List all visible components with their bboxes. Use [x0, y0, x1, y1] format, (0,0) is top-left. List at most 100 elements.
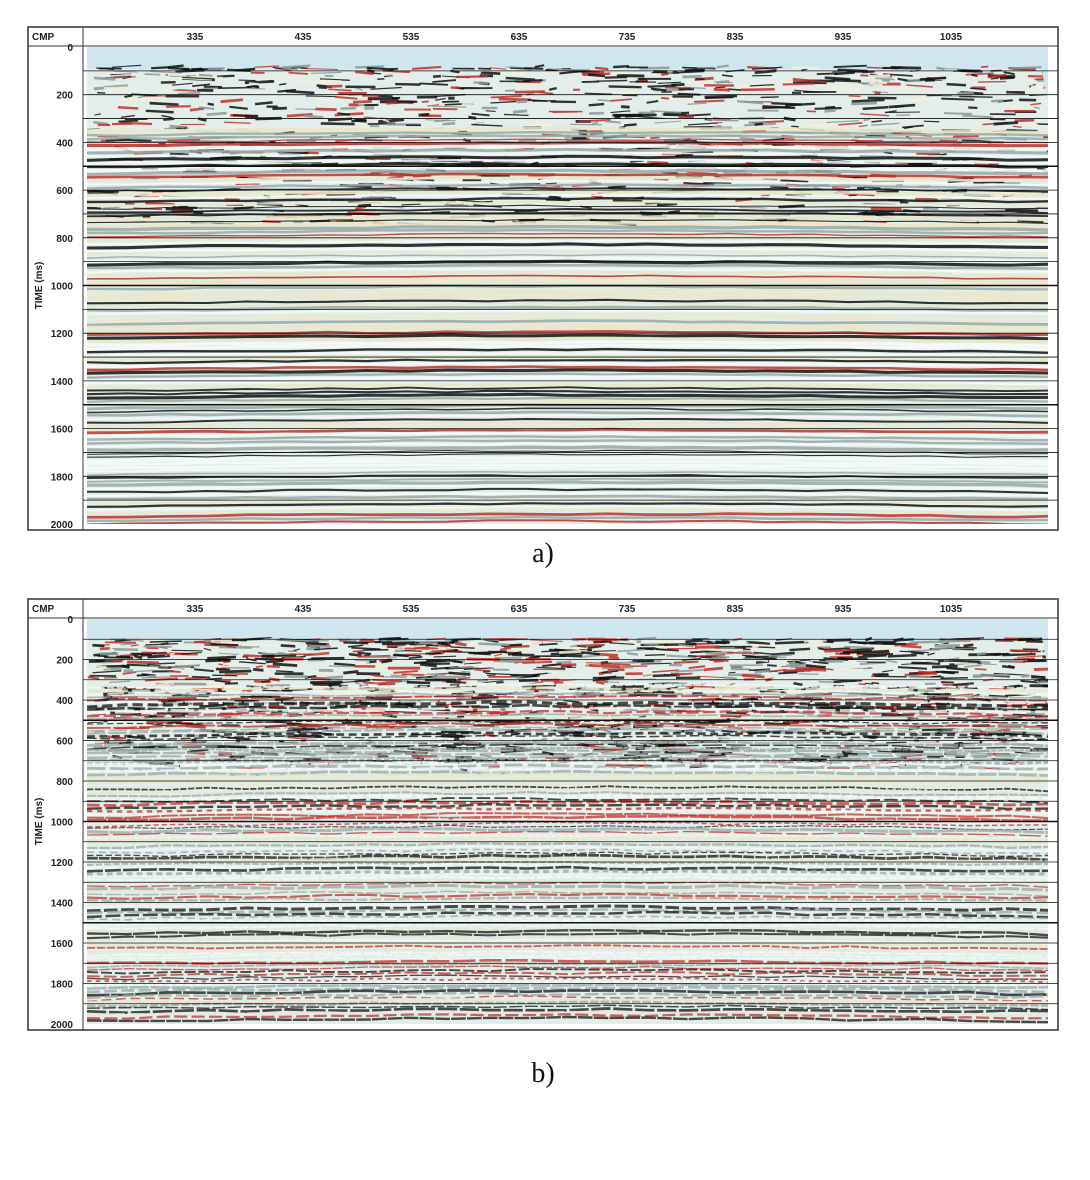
texture	[539, 642, 558, 646]
texture	[87, 910, 1048, 919]
texture	[382, 118, 390, 123]
texture	[647, 160, 669, 165]
texture	[715, 640, 730, 644]
texture	[954, 662, 978, 666]
texture	[840, 651, 860, 655]
texture	[620, 105, 630, 109]
texture	[595, 680, 605, 685]
texture	[833, 64, 867, 68]
texture	[726, 120, 752, 124]
texture	[858, 683, 866, 686]
texture	[965, 72, 994, 76]
texture	[406, 680, 431, 685]
texture	[941, 97, 975, 101]
texture	[782, 82, 815, 86]
texture	[782, 137, 795, 141]
texture	[92, 643, 105, 648]
texture	[87, 484, 1048, 491]
texture	[201, 87, 219, 90]
texture	[664, 86, 691, 90]
texture	[753, 651, 775, 656]
texture	[203, 647, 212, 651]
texture	[256, 77, 276, 82]
texture	[588, 102, 605, 107]
texture	[351, 646, 381, 651]
x-tick-label: 635	[511, 32, 528, 43]
texture	[971, 669, 997, 672]
texture	[293, 648, 301, 652]
x-tick-label: 435	[295, 32, 312, 43]
texture	[87, 703, 1048, 712]
texture	[87, 769, 1048, 778]
texture	[822, 671, 845, 675]
texture	[210, 717, 221, 719]
edge-mask	[1038, 47, 1048, 105]
texture	[226, 736, 250, 740]
texture	[87, 883, 1048, 892]
edge-mask	[1038, 619, 1048, 668]
texture	[457, 676, 471, 680]
texture	[805, 664, 826, 669]
texture	[87, 997, 1048, 1006]
texture	[856, 649, 890, 655]
texture	[274, 696, 294, 701]
texture	[824, 105, 836, 109]
texture	[730, 665, 744, 669]
texture	[87, 685, 1048, 693]
texture	[87, 826, 1048, 835]
texture	[448, 671, 471, 676]
texture	[87, 263, 1048, 270]
texture	[998, 735, 1014, 740]
caption: a)	[532, 538, 554, 569]
texture	[774, 640, 809, 645]
texture	[93, 120, 109, 126]
texture	[490, 100, 517, 104]
y-tick-label: 800	[56, 234, 73, 245]
texture	[87, 944, 1048, 950]
texture	[87, 519, 1048, 524]
texture	[450, 203, 465, 207]
texture	[887, 653, 917, 658]
texture	[393, 669, 419, 674]
texture	[404, 110, 434, 115]
texture	[1033, 106, 1041, 110]
texture	[715, 86, 726, 89]
texture	[87, 746, 1048, 753]
texture	[161, 114, 173, 119]
texture	[357, 203, 372, 208]
texture	[453, 669, 462, 673]
texture	[87, 147, 1048, 155]
texture	[792, 66, 820, 70]
texture	[676, 696, 695, 699]
texture	[319, 78, 350, 81]
texture	[1027, 664, 1039, 668]
texture	[347, 644, 364, 648]
texture	[923, 120, 940, 123]
texture	[321, 79, 342, 83]
texture	[145, 109, 174, 114]
texture	[87, 242, 1048, 250]
texture	[87, 494, 1048, 501]
texture	[87, 322, 1048, 330]
texture	[623, 708, 638, 712]
y-tick-label: 200	[56, 91, 73, 102]
texture	[243, 87, 266, 90]
texture	[217, 74, 235, 78]
texture	[310, 680, 343, 685]
texture	[485, 672, 512, 676]
texture	[198, 106, 215, 111]
texture	[87, 689, 1048, 697]
texture	[224, 121, 251, 124]
texture	[431, 211, 451, 214]
texture	[395, 82, 421, 86]
y-tick-label: 1400	[51, 377, 74, 388]
texture	[597, 99, 612, 102]
texture	[706, 656, 730, 660]
texture	[87, 200, 1048, 207]
y-tick-label: 400	[56, 138, 73, 149]
texture	[421, 100, 429, 103]
texture	[261, 679, 270, 683]
texture	[179, 77, 212, 81]
texture	[277, 88, 296, 93]
